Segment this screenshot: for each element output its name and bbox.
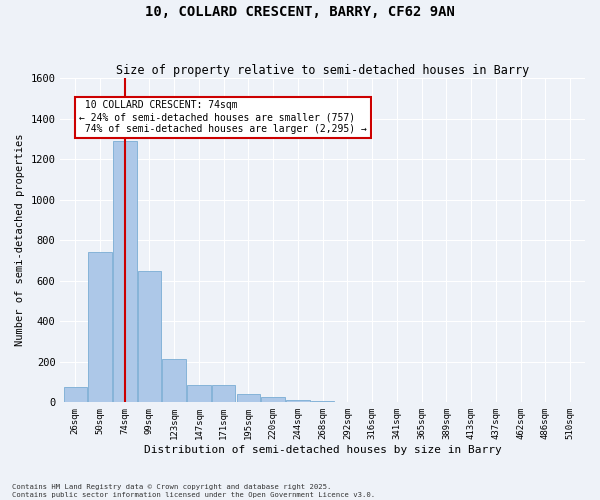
Bar — [113, 141, 137, 403]
Bar — [88, 252, 112, 402]
Bar — [237, 394, 260, 402]
Bar — [163, 359, 186, 403]
Text: Contains HM Land Registry data © Crown copyright and database right 2025.
Contai: Contains HM Land Registry data © Crown c… — [12, 484, 375, 498]
Bar — [212, 384, 235, 402]
Y-axis label: Number of semi-detached properties: Number of semi-detached properties — [15, 134, 25, 346]
Text: 10 COLLARD CRESCENT: 74sqm
← 24% of semi-detached houses are smaller (757)
 74% : 10 COLLARD CRESCENT: 74sqm ← 24% of semi… — [79, 100, 367, 134]
X-axis label: Distribution of semi-detached houses by size in Barry: Distribution of semi-detached houses by … — [144, 445, 502, 455]
Bar — [187, 384, 211, 402]
Bar — [138, 270, 161, 402]
Title: Size of property relative to semi-detached houses in Barry: Size of property relative to semi-detach… — [116, 64, 529, 77]
Bar — [262, 396, 285, 402]
Bar — [286, 400, 310, 402]
Text: 10, COLLARD CRESCENT, BARRY, CF62 9AN: 10, COLLARD CRESCENT, BARRY, CF62 9AN — [145, 5, 455, 19]
Bar — [64, 387, 87, 402]
